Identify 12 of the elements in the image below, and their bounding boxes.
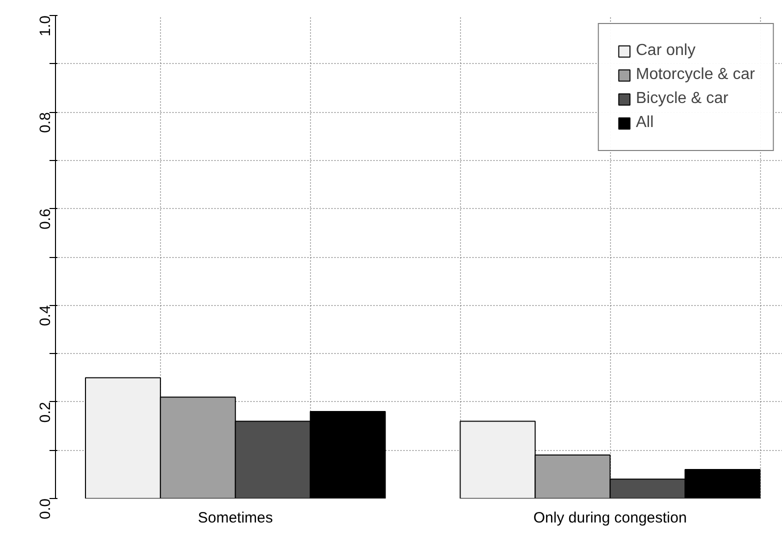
- y-tick-label: 0.8: [37, 112, 54, 133]
- y-tick-label: 0.0: [37, 498, 54, 520]
- x-tick-label: Only during congestion: [533, 510, 687, 526]
- legend-label: Bicycle & car: [636, 90, 728, 108]
- y-tick-label: 1.0: [37, 15, 54, 36]
- x-tick-label: Sometimes: [198, 510, 273, 526]
- legend-label: Motorcycle & car: [636, 66, 755, 84]
- y-tick-label: 0.4: [37, 305, 54, 326]
- y-tick-label: 0.2: [37, 402, 54, 423]
- legend-label: Car only: [636, 42, 696, 60]
- y-tick-label: 0.6: [37, 208, 54, 230]
- legend-label: All: [636, 114, 655, 132]
